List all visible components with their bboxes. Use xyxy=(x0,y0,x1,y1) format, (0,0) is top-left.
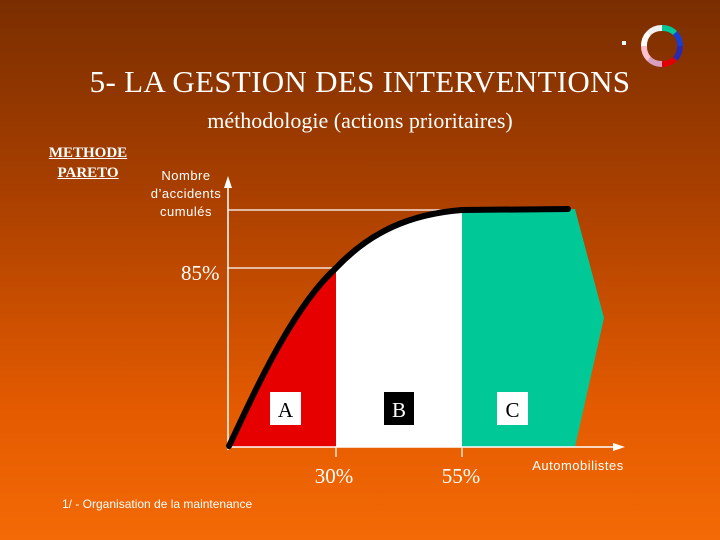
footer-text: 1/ - Organisation de la maintenance xyxy=(62,497,253,511)
cumulative-curve xyxy=(226,206,571,449)
y-axis-label: Nombre d’accidents cumulés xyxy=(146,167,226,221)
method-label: METHODE PARETO xyxy=(38,143,138,183)
slide-subtitle: méthodologie (actions prioritaires) xyxy=(207,108,513,133)
x-marker-label-30: 30% xyxy=(315,464,354,488)
method-label-line2: PARETO xyxy=(57,165,119,181)
color-ring-logo-icon xyxy=(622,24,684,68)
zone-c-area xyxy=(462,209,604,447)
x-marker-label-55: 55% xyxy=(442,464,481,488)
zone-a-box xyxy=(270,392,301,425)
y-axis-arrow xyxy=(224,176,232,188)
y-axis-label-line1: Nombre xyxy=(161,168,211,183)
y-marker-label: 85% xyxy=(181,261,220,285)
y-axis-label-line2: d’accidents xyxy=(150,186,222,201)
zone-c-label: C xyxy=(505,398,519,422)
zone-b-area xyxy=(336,210,462,447)
zone-c-box xyxy=(497,392,528,425)
zone-b-label: B xyxy=(392,398,406,422)
x-axis-label: Automobilistes xyxy=(532,458,624,473)
zone-a-label: A xyxy=(278,398,294,422)
method-label-line1: METHODE xyxy=(48,145,128,161)
slide-title: 5- LA GESTION DES INTERVENTIONS xyxy=(89,64,631,99)
y-axis-label-line3: cumulés xyxy=(160,204,212,219)
zone-b-box xyxy=(384,392,414,425)
zone-a-area xyxy=(228,268,336,447)
x-axis-arrow xyxy=(613,443,625,451)
